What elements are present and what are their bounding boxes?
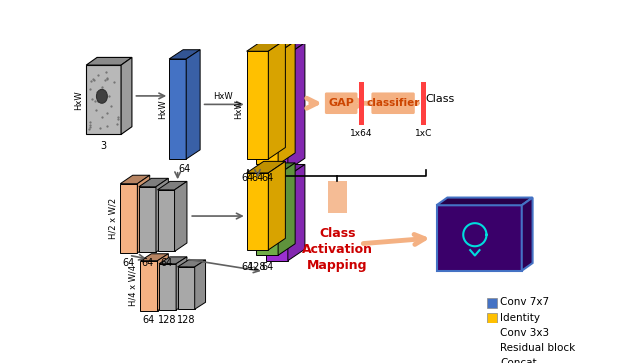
Text: Concat: Concat bbox=[501, 358, 538, 363]
Polygon shape bbox=[278, 41, 295, 164]
Polygon shape bbox=[156, 178, 168, 252]
Polygon shape bbox=[175, 182, 187, 252]
Polygon shape bbox=[178, 267, 195, 309]
Text: Class
Activation
Mapping: Class Activation Mapping bbox=[302, 227, 372, 272]
Polygon shape bbox=[159, 264, 176, 310]
Polygon shape bbox=[268, 162, 285, 250]
Bar bbox=[487, 329, 497, 338]
Text: GAP: GAP bbox=[328, 98, 354, 108]
Text: classifier: classifier bbox=[367, 98, 420, 108]
Polygon shape bbox=[157, 254, 168, 311]
Text: Conv 3x3: Conv 3x3 bbox=[500, 328, 549, 338]
Polygon shape bbox=[157, 190, 175, 252]
Text: 128: 128 bbox=[248, 262, 267, 272]
Text: Identity: Identity bbox=[500, 313, 540, 323]
Polygon shape bbox=[139, 187, 156, 252]
Text: 64: 64 bbox=[241, 173, 254, 183]
Text: HxW: HxW bbox=[214, 92, 233, 101]
Text: 128: 128 bbox=[177, 315, 195, 325]
Text: 64: 64 bbox=[252, 173, 264, 183]
Polygon shape bbox=[169, 50, 200, 59]
Text: 1xC: 1xC bbox=[415, 129, 432, 138]
Polygon shape bbox=[186, 50, 200, 159]
Polygon shape bbox=[266, 54, 288, 170]
Text: Conv 7x7: Conv 7x7 bbox=[500, 297, 549, 307]
Text: 3: 3 bbox=[100, 140, 107, 151]
Text: HxW: HxW bbox=[158, 99, 167, 119]
Polygon shape bbox=[257, 163, 295, 175]
Polygon shape bbox=[176, 257, 187, 310]
Polygon shape bbox=[195, 260, 205, 309]
Polygon shape bbox=[178, 260, 205, 267]
Text: 64: 64 bbox=[160, 258, 172, 268]
Polygon shape bbox=[246, 40, 285, 51]
Polygon shape bbox=[138, 175, 150, 253]
Text: 64: 64 bbox=[123, 258, 135, 268]
Bar bbox=[487, 344, 497, 354]
FancyBboxPatch shape bbox=[325, 93, 358, 114]
Polygon shape bbox=[140, 261, 157, 311]
Polygon shape bbox=[246, 162, 285, 173]
Text: H/2 x W/2: H/2 x W/2 bbox=[108, 198, 117, 239]
Polygon shape bbox=[268, 40, 285, 159]
Bar bbox=[328, 181, 347, 213]
Text: HxW: HxW bbox=[74, 90, 83, 110]
Polygon shape bbox=[86, 65, 121, 134]
Polygon shape bbox=[436, 205, 522, 271]
FancyBboxPatch shape bbox=[371, 93, 415, 114]
Text: 64: 64 bbox=[261, 262, 273, 272]
Text: Residual block: Residual block bbox=[500, 343, 575, 354]
Polygon shape bbox=[121, 57, 132, 134]
Bar bbox=[487, 313, 497, 323]
Text: HxW: HxW bbox=[234, 99, 244, 119]
Polygon shape bbox=[288, 164, 305, 261]
Text: H/4 x W/4: H/4 x W/4 bbox=[129, 265, 138, 306]
Polygon shape bbox=[266, 43, 305, 54]
Ellipse shape bbox=[97, 89, 108, 103]
Text: 64: 64 bbox=[241, 262, 254, 272]
Polygon shape bbox=[257, 175, 278, 255]
Text: 1x64: 1x64 bbox=[350, 129, 372, 138]
Bar bbox=[359, 82, 364, 125]
Text: Class: Class bbox=[425, 94, 454, 105]
Polygon shape bbox=[140, 254, 168, 261]
Polygon shape bbox=[522, 197, 532, 271]
Polygon shape bbox=[257, 41, 295, 53]
Text: 64: 64 bbox=[261, 173, 273, 183]
Polygon shape bbox=[159, 257, 187, 264]
Polygon shape bbox=[246, 173, 268, 250]
Bar bbox=[421, 82, 426, 125]
Text: 64: 64 bbox=[179, 164, 191, 174]
Polygon shape bbox=[120, 175, 150, 184]
Polygon shape bbox=[157, 182, 187, 190]
Text: 64: 64 bbox=[143, 315, 155, 325]
Polygon shape bbox=[139, 178, 168, 187]
Polygon shape bbox=[257, 53, 278, 164]
Polygon shape bbox=[266, 164, 305, 176]
Bar bbox=[487, 298, 497, 308]
Polygon shape bbox=[436, 197, 532, 205]
Polygon shape bbox=[266, 176, 288, 261]
Polygon shape bbox=[288, 43, 305, 170]
Polygon shape bbox=[86, 57, 132, 65]
Polygon shape bbox=[120, 184, 138, 253]
Text: 64: 64 bbox=[141, 258, 154, 268]
Polygon shape bbox=[278, 163, 295, 255]
Polygon shape bbox=[169, 59, 186, 159]
Polygon shape bbox=[246, 51, 268, 159]
Text: 128: 128 bbox=[158, 315, 177, 325]
